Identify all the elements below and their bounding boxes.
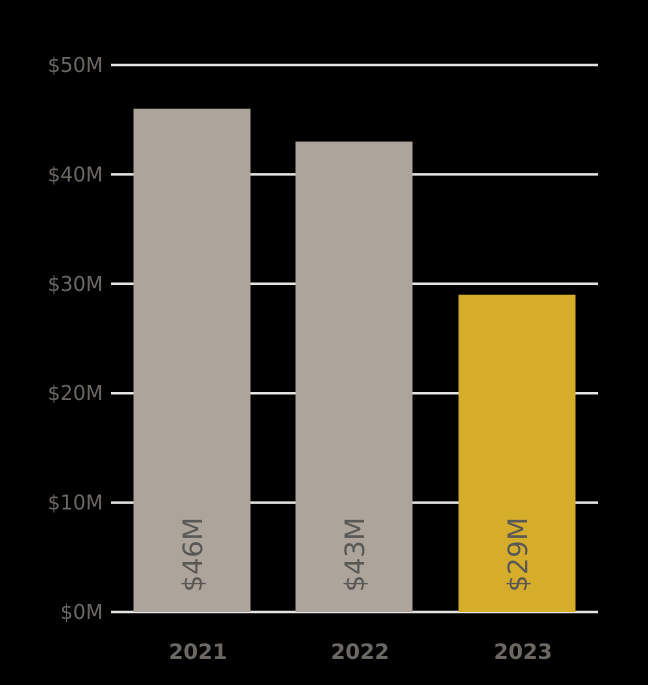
x-tick-label: 2021: [169, 640, 227, 664]
x-axis-ticks: 2021 2022 2023: [169, 640, 552, 664]
y-axis-ticks: $0M $10M $20M $30M $40M $50M: [48, 53, 103, 624]
y-tick-label: $20M: [48, 381, 103, 405]
x-tick-label: 2022: [331, 640, 389, 664]
y-tick-label: $10M: [48, 491, 103, 515]
value-label: $46M: [178, 517, 209, 592]
x-tick-label: 2023: [494, 640, 552, 664]
bar-2021: [133, 108, 251, 612]
bar-2023: [458, 294, 576, 612]
y-tick-label: $50M: [48, 53, 103, 77]
bar-2022: [295, 141, 413, 612]
y-tick-label: $40M: [48, 162, 103, 186]
value-label: $43M: [340, 517, 371, 592]
value-labels: $46M $43M $29M: [178, 517, 534, 592]
bars: [133, 108, 576, 612]
value-label: $29M: [503, 517, 534, 592]
y-tick-label: $30M: [48, 272, 103, 296]
y-tick-label: $0M: [60, 600, 103, 624]
